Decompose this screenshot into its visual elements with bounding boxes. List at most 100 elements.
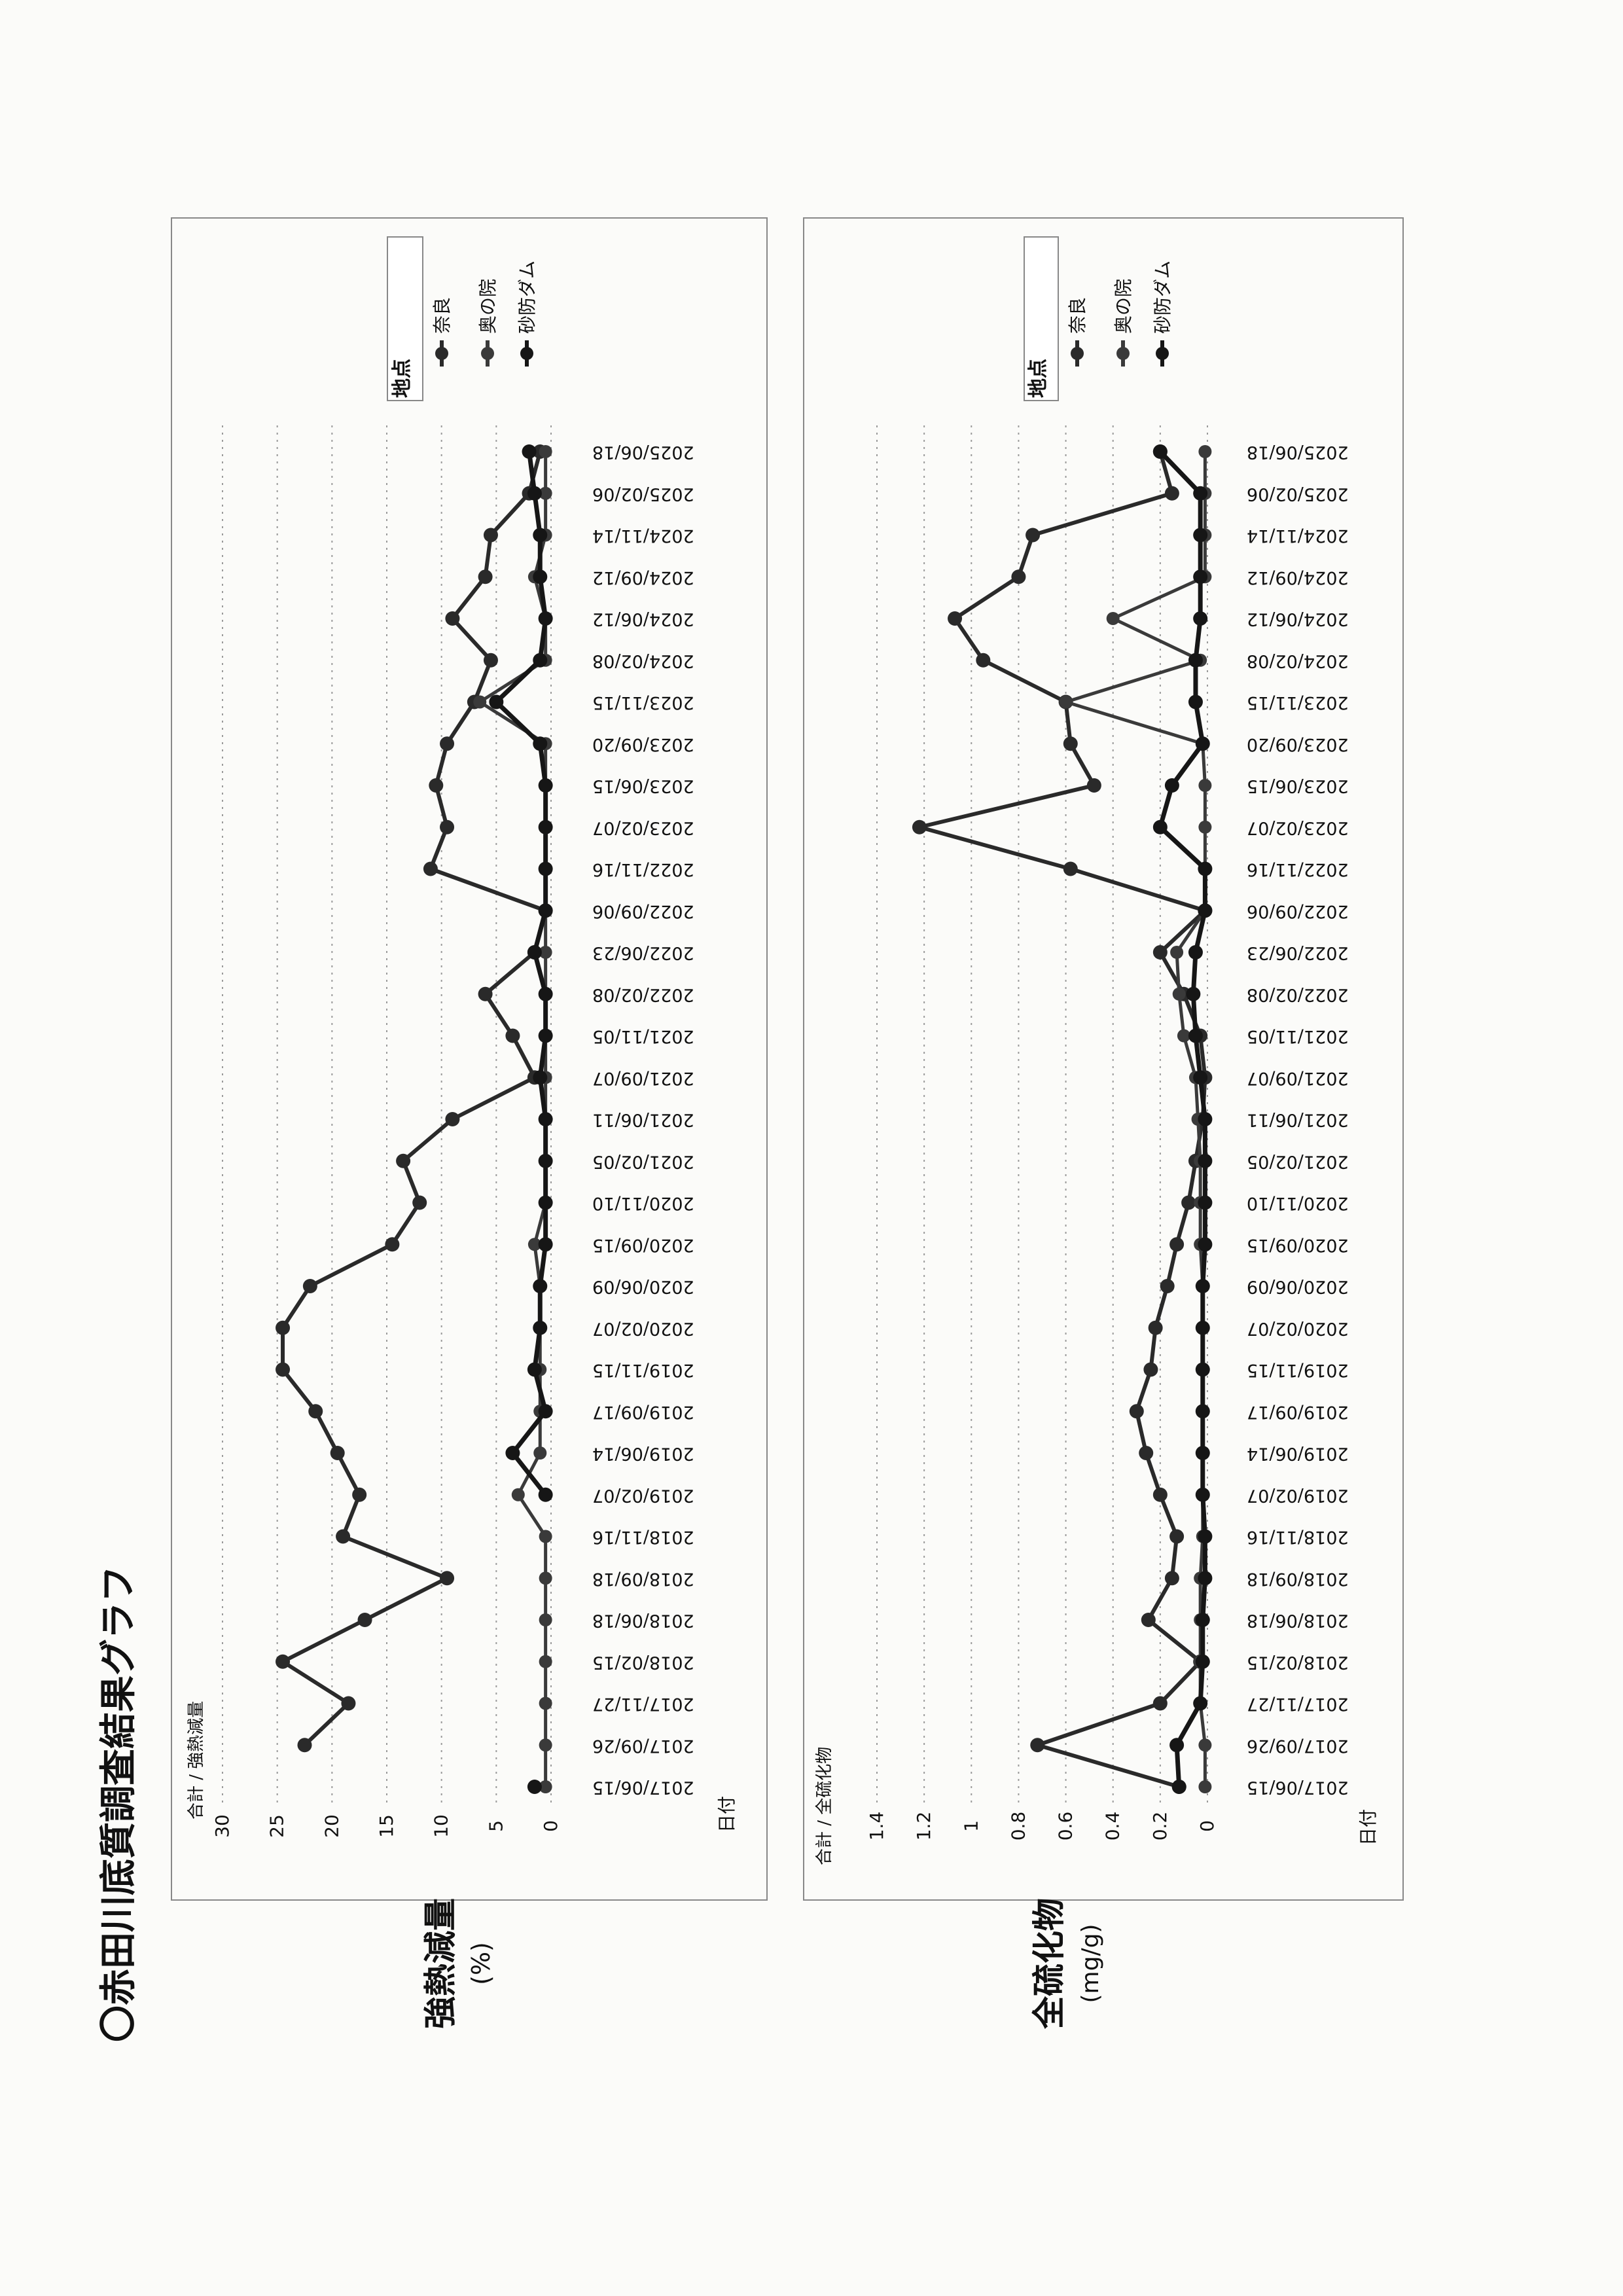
data-point [1148,1320,1163,1335]
data-point [527,486,542,501]
data-point [533,736,548,751]
x-tick-label: 2024/09/12 [1247,567,1349,588]
data-point [1170,946,1184,959]
data-point [948,611,963,626]
data-point [1198,1237,1213,1252]
data-point [1188,945,1203,960]
data-point [1188,694,1203,709]
data-point [440,736,455,751]
data-point [1195,1404,1210,1419]
data-point [1195,1613,1210,1627]
x-tick-label: 2017/09/26 [1247,1736,1349,1756]
data-point [976,653,991,668]
data-point [1198,1571,1213,1586]
data-point [302,1279,317,1293]
x-tick-label: 2024/06/12 [1247,609,1349,630]
x-tick-label: 2019/11/15 [592,1360,694,1380]
data-point [1063,861,1078,876]
data-point [1186,986,1201,1001]
data-point [538,1112,553,1126]
data-point [1086,778,1101,793]
data-point [533,1279,548,1293]
data-point [1143,1362,1158,1377]
data-point [1171,1780,1186,1794]
x-tick-label: 2022/11/16 [1247,859,1349,880]
data-point [1198,1112,1213,1126]
data-point [1169,1529,1185,1544]
x-tick-label: 2021/11/05 [592,1026,694,1047]
data-point [336,1529,351,1544]
total-sulfide-chart: 全硫化物 (mg/g) 合計 / 全硫化物 日付 地点 0 0.2 0.4 0.6 0.… [803,217,1404,2030]
data-point [423,861,438,876]
x-tick-label: 2023/06/15 [592,776,694,797]
x-tick-label: 2024/11/14 [1247,526,1349,546]
data-point [1152,819,1168,834]
x-tick-label: 2017/09/26 [592,1736,694,1756]
y-tick-label: 10 [431,1814,452,1838]
y-tick-label: 15 [376,1814,397,1838]
data-point [1106,612,1120,625]
data-point [1139,1446,1154,1460]
data-point [539,1780,552,1793]
x-tick-label: 2023/11/15 [592,692,694,713]
x-tick-label: 2020/02/07 [1247,1318,1349,1338]
y-tick-label: 0.8 [1007,1812,1029,1841]
x-tick-label: 2022/06/23 [592,943,694,963]
legend-label: 奈良 [1067,297,1088,334]
data-point [1177,1029,1190,1043]
x-tick-label: 2022/06/23 [1247,943,1349,963]
data-point [1164,1571,1179,1586]
data-point [1059,695,1073,709]
data-point [429,778,444,793]
x-tick-label: 2023/11/15 [1247,692,1349,713]
legend-label: 砂防ダム [516,260,538,334]
y-tick-label: 30 [211,1814,233,1838]
data-point [489,694,504,709]
x-tick-label: 2019/02/07 [1247,1485,1349,1505]
data-point [1198,903,1213,918]
data-point [538,1404,553,1419]
x-tick-label: 2025/02/06 [1247,484,1349,504]
x-tick-label: 2020/09/15 [1247,1235,1349,1255]
y-tick-label: 20 [321,1814,342,1838]
legend-box [387,236,423,401]
data-point [445,1112,460,1126]
x-tick-label: 2022/02/08 [1247,984,1349,1005]
x-tick-label: 2018/06/18 [592,1611,694,1631]
data-point [473,695,487,709]
data-point [539,486,552,500]
data-point [1193,569,1208,584]
legend-label: 砂防ダム [1152,260,1173,334]
data-point [511,1488,525,1501]
data-point [276,1654,291,1669]
data-point [527,945,542,960]
x-axis-title: 日付 [716,1796,738,1833]
x-tick-label: 2023/09/20 [592,734,694,755]
x-tick-label: 2021/11/05 [1247,1026,1349,1047]
x-tick-label: 2018/11/16 [592,1527,694,1547]
x-tick-label: 2017/11/27 [1247,1694,1349,1714]
y-tick-label: 5 [485,1820,507,1832]
x-tick-label: 2018/02/15 [592,1652,694,1672]
x-tick-label: 2025/06/18 [1247,442,1349,463]
y-tick-label: 0 [1196,1820,1218,1832]
data-point [1011,569,1026,584]
legend-swatch-marker [1156,347,1169,360]
data-point [445,611,460,626]
data-point [1195,1362,1210,1377]
chart-side-unit: (mg/g) [1077,1924,1104,2003]
x-tick-label: 2018/09/18 [1247,1569,1349,1589]
x-tick-label: 2022/11/16 [592,859,694,880]
x-tick-label: 2024/02/08 [1247,651,1349,671]
data-point [1160,1279,1175,1293]
series-line [917,451,1207,1789]
x-tick-label: 2019/06/14 [592,1444,694,1464]
y-tick-label: 0 [540,1820,562,1832]
x-tick-label: 2020/02/07 [592,1318,694,1338]
chart-side-label: 全硫化物 [1030,1898,1068,2030]
data-point [1193,486,1208,501]
x-tick-label: 2021/06/11 [1247,1110,1349,1130]
x-tick-label: 2019/11/15 [1247,1360,1349,1380]
data-point [1152,1696,1168,1711]
data-point [341,1696,356,1711]
